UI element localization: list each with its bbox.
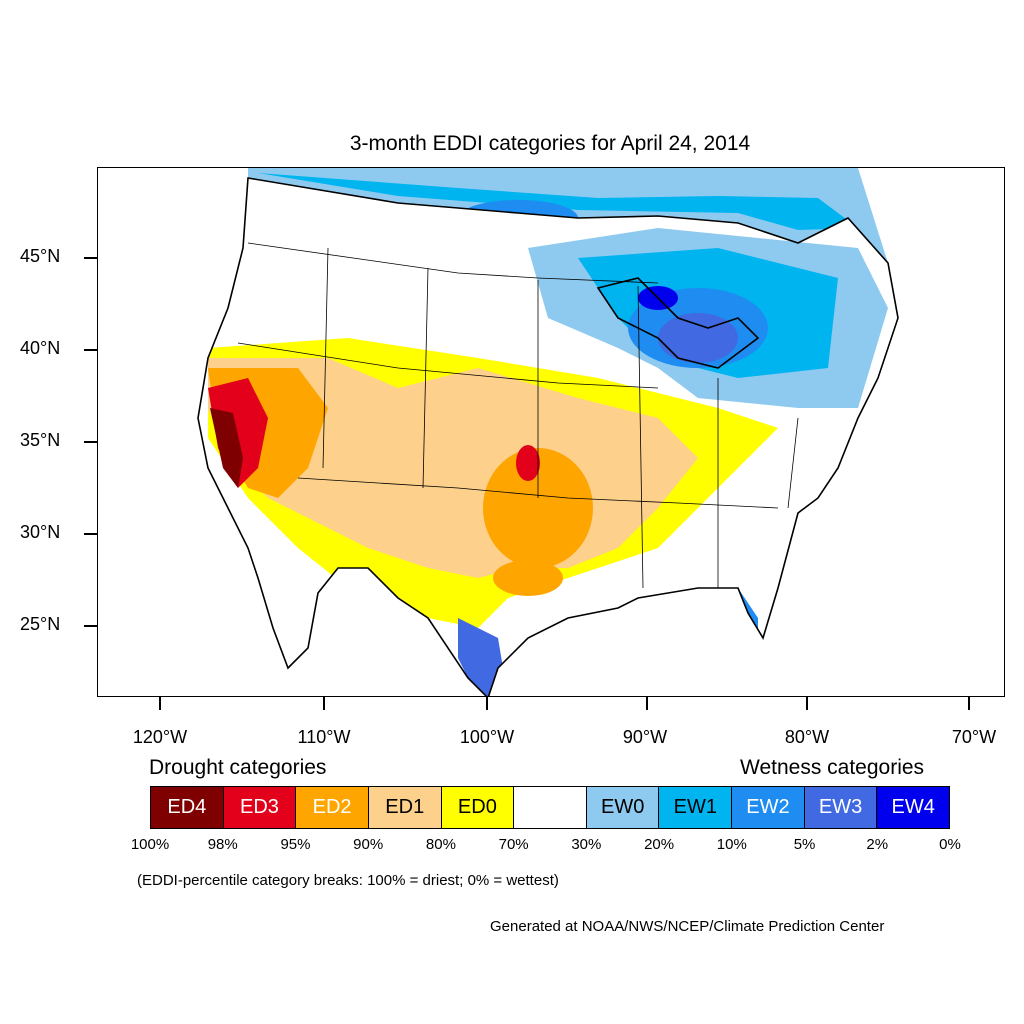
percent-break-label: 100%	[130, 836, 170, 853]
lat-tick-35	[84, 441, 97, 443]
great-lakes-ew3	[658, 313, 738, 363]
drought-ed4	[210, 408, 243, 488]
percent-break-label: 20%	[644, 836, 675, 853]
lat-label-40: 40°N	[20, 338, 61, 358]
drought-ed3	[208, 378, 268, 488]
lat-label-25: 25°N	[20, 614, 61, 634]
lon-tick-70	[968, 697, 970, 710]
lon-tick-110	[323, 697, 325, 710]
lat-tick-40	[84, 349, 97, 351]
percent-break-label: 0%	[939, 836, 961, 853]
eddi-map	[97, 167, 1005, 697]
lon-tick-120	[159, 697, 161, 710]
legend-swatch-ed3: ED3	[223, 787, 297, 828]
legend-color-bar: ED4 ED3 ED2 ED1 ED0 EW0 EW1 EW2 EW3 EW4	[150, 786, 950, 829]
state-borders	[237, 242, 799, 589]
lat-label-45: 45°N	[20, 246, 61, 266]
percent-break-label: 2%	[866, 836, 889, 853]
lat-label-35: 35°N	[20, 430, 61, 450]
credit-line: Generated at NOAA/NWS/NCEP/Climate Predi…	[490, 918, 885, 935]
lat-tick-30	[84, 533, 97, 535]
legend-swatch-ed0: ED0	[441, 787, 515, 828]
percent-break-label: 90%	[353, 836, 384, 853]
lon-label-80: 80°W	[784, 727, 830, 747]
legend-swatch-ew0: EW0	[586, 787, 660, 828]
great-lakes-outline	[596, 277, 760, 369]
legend-swatch-ew1: EW1	[659, 787, 733, 828]
percent-break-label: 80%	[425, 836, 456, 853]
lat-tick-25	[84, 625, 97, 627]
percent-break-label: 5%	[793, 836, 816, 853]
legend-swatch-ew2: EW2	[732, 787, 805, 828]
lon-tick-80	[806, 697, 808, 710]
lon-label-90: 90°W	[622, 727, 668, 747]
lon-tick-100	[486, 697, 488, 710]
us-outline	[197, 177, 899, 696]
lat-label-30: 30°N	[20, 522, 61, 542]
wetness-categories-title: Wetness categories	[740, 756, 925, 779]
legend-swatch-ew3: EW3	[804, 787, 878, 828]
percent-break-label: 98%	[207, 836, 238, 853]
map-canvas	[197, 168, 899, 696]
percent-break-label: 95%	[280, 836, 311, 853]
percentile-note: (EDDI-percentile category breaks: 100% =…	[137, 872, 559, 889]
lon-label-70: 70°W	[951, 727, 997, 747]
lon-label-120: 120°W	[132, 727, 188, 747]
percent-break-label: 30%	[571, 836, 602, 853]
legend-swatch-ed4: ED4	[151, 787, 224, 828]
drought-ed3-kansas	[516, 445, 540, 481]
lon-label-110: 110°W	[297, 727, 351, 747]
legend-swatch-ed2: ED2	[296, 787, 369, 828]
drought-ed2-south	[493, 560, 563, 596]
drought-categories-title: Drought categories	[149, 756, 327, 779]
percent-break-label: 70%	[498, 836, 529, 853]
lat-tick-45	[84, 257, 97, 259]
drought-ed2-plains	[483, 448, 593, 568]
lon-tick-90	[646, 697, 648, 710]
percent-break-label: 10%	[716, 836, 747, 853]
legend-swatch-ew4: EW4	[877, 787, 950, 828]
legend-swatch-neutral	[514, 787, 587, 828]
lon-label-100: 100°W	[459, 727, 515, 747]
legend-swatch-ed1: ED1	[368, 787, 442, 828]
canada-wet-core	[258, 173, 858, 230]
map-title: 3-month EDDI categories for April 24, 20…	[349, 132, 751, 155]
